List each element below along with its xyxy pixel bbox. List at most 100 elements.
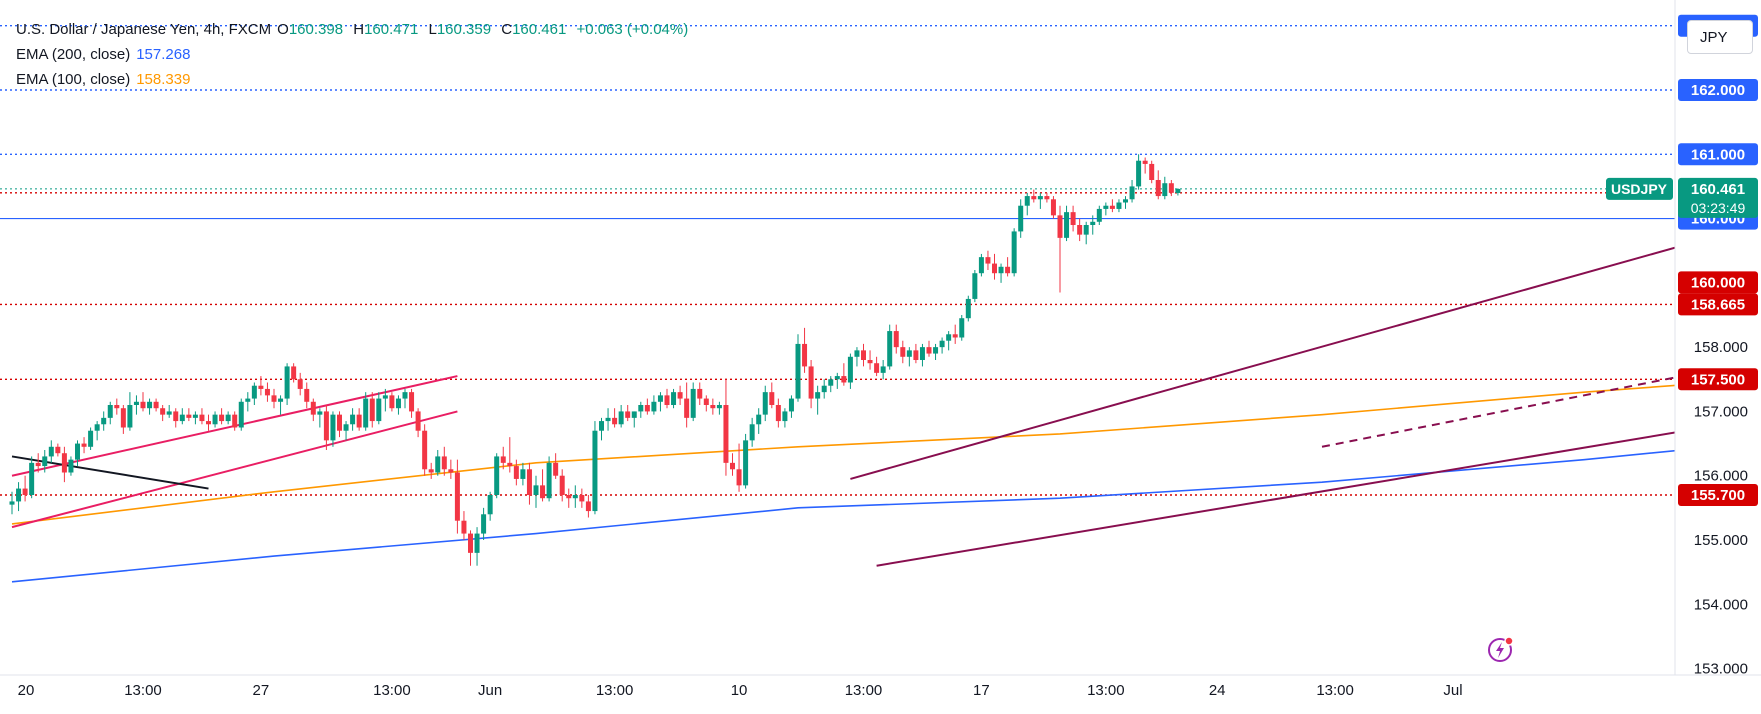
candle: [788, 395, 794, 418]
badge-157-500-text: 157.500: [1691, 371, 1745, 388]
candle-body: [16, 488, 22, 502]
candle-body: [278, 398, 284, 402]
candle: [323, 405, 329, 450]
candle: [343, 421, 349, 441]
x-tick-label: 27: [253, 682, 270, 699]
candle: [271, 388, 277, 409]
candle-body: [684, 398, 690, 418]
candle: [703, 395, 709, 412]
candle: [906, 347, 912, 367]
price-axis[interactable]: [1675, 0, 1761, 714]
candle: [251, 382, 257, 405]
candle: [199, 408, 205, 425]
trendline-early-black: [11, 455, 209, 490]
badge-160-red-text: 160.000: [1691, 274, 1745, 291]
candle: [330, 411, 336, 447]
candle-body: [494, 456, 500, 495]
x-tick-label: 13:00: [1316, 682, 1354, 699]
candle-body: [35, 462, 41, 467]
candle: [1149, 160, 1155, 184]
candle: [919, 343, 925, 367]
candle-body: [1168, 183, 1174, 193]
candle: [186, 408, 192, 422]
candle-body: [127, 405, 133, 428]
candle: [1142, 157, 1148, 174]
candle: [474, 527, 480, 566]
candle: [120, 405, 126, 434]
symbol-tag-text: USDJPY: [1611, 181, 1668, 197]
candle: [965, 295, 971, 322]
candle-body: [533, 485, 539, 495]
badge-161-text: 161.000: [1691, 146, 1745, 163]
candle: [140, 392, 146, 412]
badge-155-700-text: 155.700: [1691, 487, 1745, 504]
ema200-legend[interactable]: EMA (200, close) 157.268: [16, 46, 196, 63]
candle: [847, 353, 853, 389]
candle-body: [880, 366, 886, 373]
candle-body: [861, 350, 866, 360]
candle: [35, 453, 41, 473]
candle: [75, 440, 80, 467]
candle: [448, 459, 454, 479]
candle: [579, 488, 585, 508]
currency-button[interactable]: JPY: [1687, 20, 1753, 54]
candle: [677, 385, 683, 405]
ema100-label: EMA (100, close): [16, 71, 131, 88]
candle-body: [350, 414, 356, 425]
candle: [1136, 154, 1142, 190]
symbol-legend[interactable]: U.S. Dollar / Japanese Yen, 4h, FXCM O160…: [16, 21, 694, 38]
candle-body: [1096, 208, 1102, 222]
candle-body: [206, 421, 211, 425]
candle-body: [1083, 225, 1089, 235]
candle-body: [821, 385, 827, 393]
candle: [160, 405, 166, 422]
candle: [1050, 196, 1056, 219]
candle: [972, 270, 978, 303]
candle: [166, 405, 172, 418]
candle-body: [75, 443, 80, 460]
candle-body: [769, 392, 775, 405]
candle: [409, 388, 415, 418]
candle: [1064, 205, 1070, 242]
candle: [1031, 189, 1037, 203]
candle-body: [245, 398, 251, 402]
low-label: L: [428, 21, 437, 38]
candle: [605, 408, 611, 431]
candle-body: [330, 414, 336, 441]
candle-body: [147, 401, 153, 409]
candle: [284, 363, 290, 405]
badge-161-bg: [1678, 143, 1758, 166]
candle: [48, 440, 54, 463]
candle-body: [1011, 231, 1017, 274]
y-tick-label: 154.000: [1694, 596, 1748, 613]
candle: [1116, 199, 1122, 213]
candle: [513, 459, 519, 486]
candle: [206, 414, 211, 431]
last-price-badge: 160.461 03:23:49: [1678, 177, 1758, 218]
candle: [1129, 180, 1135, 203]
candle: [867, 350, 873, 370]
candle: [1077, 218, 1083, 242]
candle-body: [559, 475, 565, 495]
badge-158-665: 158.665: [1678, 293, 1758, 316]
candle: [415, 408, 421, 438]
lightning-icon[interactable]: [1486, 634, 1516, 664]
candle: [310, 398, 316, 422]
ema100-legend[interactable]: EMA (100, close) 158.339: [16, 71, 196, 88]
badge-160-red: 160.000: [1678, 271, 1758, 294]
candle-body: [356, 414, 362, 428]
candle: [1024, 192, 1030, 216]
candle: [992, 253, 997, 280]
candle-body: [389, 395, 395, 409]
candle: [219, 408, 225, 425]
badge-155-700-bg: [1678, 484, 1758, 506]
candle-body: [1044, 196, 1050, 200]
candle: [520, 462, 526, 486]
candle-body: [520, 469, 526, 479]
candle: [389, 392, 395, 412]
candle-body: [192, 414, 198, 418]
candle-body: [965, 298, 971, 319]
candle: [684, 382, 690, 428]
candle: [337, 411, 342, 438]
